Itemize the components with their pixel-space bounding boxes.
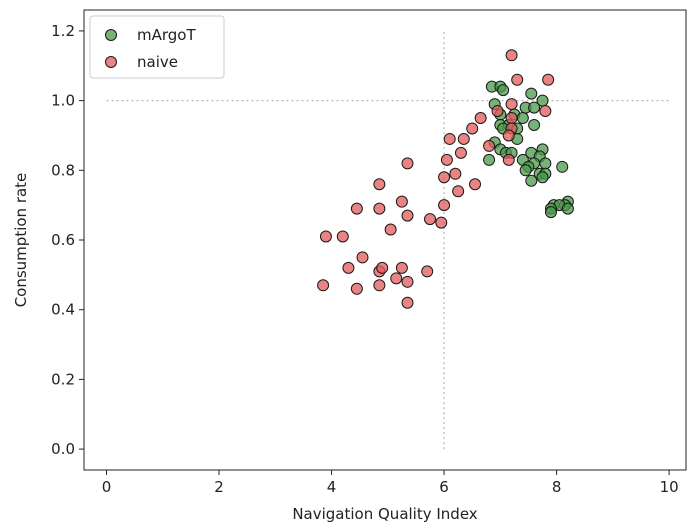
point-naive-13 [483,139,496,152]
y-tick-label: 1.2 [51,22,75,40]
series-naive [317,49,555,309]
point-naive-7 [474,112,487,125]
legend-box [89,15,225,79]
point-naive-20 [373,178,386,191]
point-naive-38 [421,265,434,278]
point-naive-32 [336,230,349,243]
point-naive-39 [390,272,403,285]
point-naive-43 [350,282,363,295]
point-naive-37 [376,261,389,274]
point-naive-10 [502,129,515,142]
point-naive-17 [401,157,414,170]
reference-lines [106,30,670,450]
point-naive-21 [469,178,482,191]
point-naive-1 [542,73,555,86]
y-axis-label: Consumption rate [12,173,30,308]
x-tick-label: 6 [439,478,449,496]
point-naive-14 [454,146,467,159]
x-tick-label: 10 [660,478,679,496]
point-naive-33 [356,251,369,264]
y-tick-label: 0.6 [51,231,75,249]
point-mArgoT-30 [519,164,532,177]
point-mArgoT-14 [528,119,541,131]
point-naive-30 [384,223,397,236]
point-naive-22 [452,185,465,198]
point-naive-18 [449,167,462,180]
point-naive-19 [438,171,451,184]
point-naive-2 [511,73,524,86]
point-mArgoT-41 [544,206,557,219]
point-naive-0 [505,49,518,62]
x-tick-label: 2 [214,478,224,496]
point-naive-34 [342,261,355,274]
point-naive-23 [395,195,408,208]
y-tick-label: 0.0 [51,440,75,458]
x-axis-ticks: 0 2 4 6 8 10 [102,470,679,496]
point-naive-35 [395,261,408,274]
y-tick-label: 0.2 [51,370,75,388]
y-tick-label: 1.0 [51,92,75,110]
point-naive-41 [317,279,330,292]
point-naive-11 [457,132,470,145]
y-tick-label: 0.8 [51,161,75,179]
y-axis-ticks: 0.0 0.2 0.4 0.6 0.8 1.0 1.2 [51,22,84,458]
point-mArgoT-2 [497,84,510,97]
point-naive-28 [424,213,437,226]
legend-marker-mArgoT [105,29,117,41]
point-naive-3 [505,98,518,111]
point-naive-5 [539,105,552,118]
point-mArgoT-7 [528,101,541,114]
point-naive-4 [491,105,504,118]
x-axis-label: Navigation Quality Index [292,505,477,523]
point-mArgoT-33 [525,174,538,187]
point-mArgoT-10 [516,112,529,125]
point-mArgoT-40 [561,202,574,215]
point-naive-12 [443,132,456,145]
x-tick-label: 0 [102,478,112,496]
point-naive-44 [401,296,414,309]
point-mArgoT-27 [539,157,552,170]
point-naive-26 [373,202,386,215]
point-naive-15 [440,153,453,166]
x-tick-label: 4 [327,478,337,496]
legend-label-naive: naive [137,53,178,71]
legend-marker-naive [105,56,117,68]
point-naive-9 [466,122,479,135]
point-mArgoT-29 [556,160,569,173]
point-naive-29 [435,216,448,229]
point-mArgoT-3 [525,87,538,100]
y-tick-label: 0.4 [51,301,75,319]
point-naive-27 [401,209,414,222]
point-naive-40 [401,275,414,288]
point-naive-25 [350,202,363,215]
point-naive-24 [438,199,451,212]
x-tick-label: 8 [552,478,562,496]
legend: mArgoT naive [89,15,225,79]
legend-label-mArgoT: mArgoT [137,26,196,44]
point-naive-42 [373,279,386,292]
point-naive-6 [505,112,518,125]
data-points [317,49,574,309]
point-naive-16 [502,153,515,166]
point-mArgoT-34 [536,171,549,184]
point-mArgoT-23 [483,153,496,166]
point-naive-31 [319,230,332,243]
